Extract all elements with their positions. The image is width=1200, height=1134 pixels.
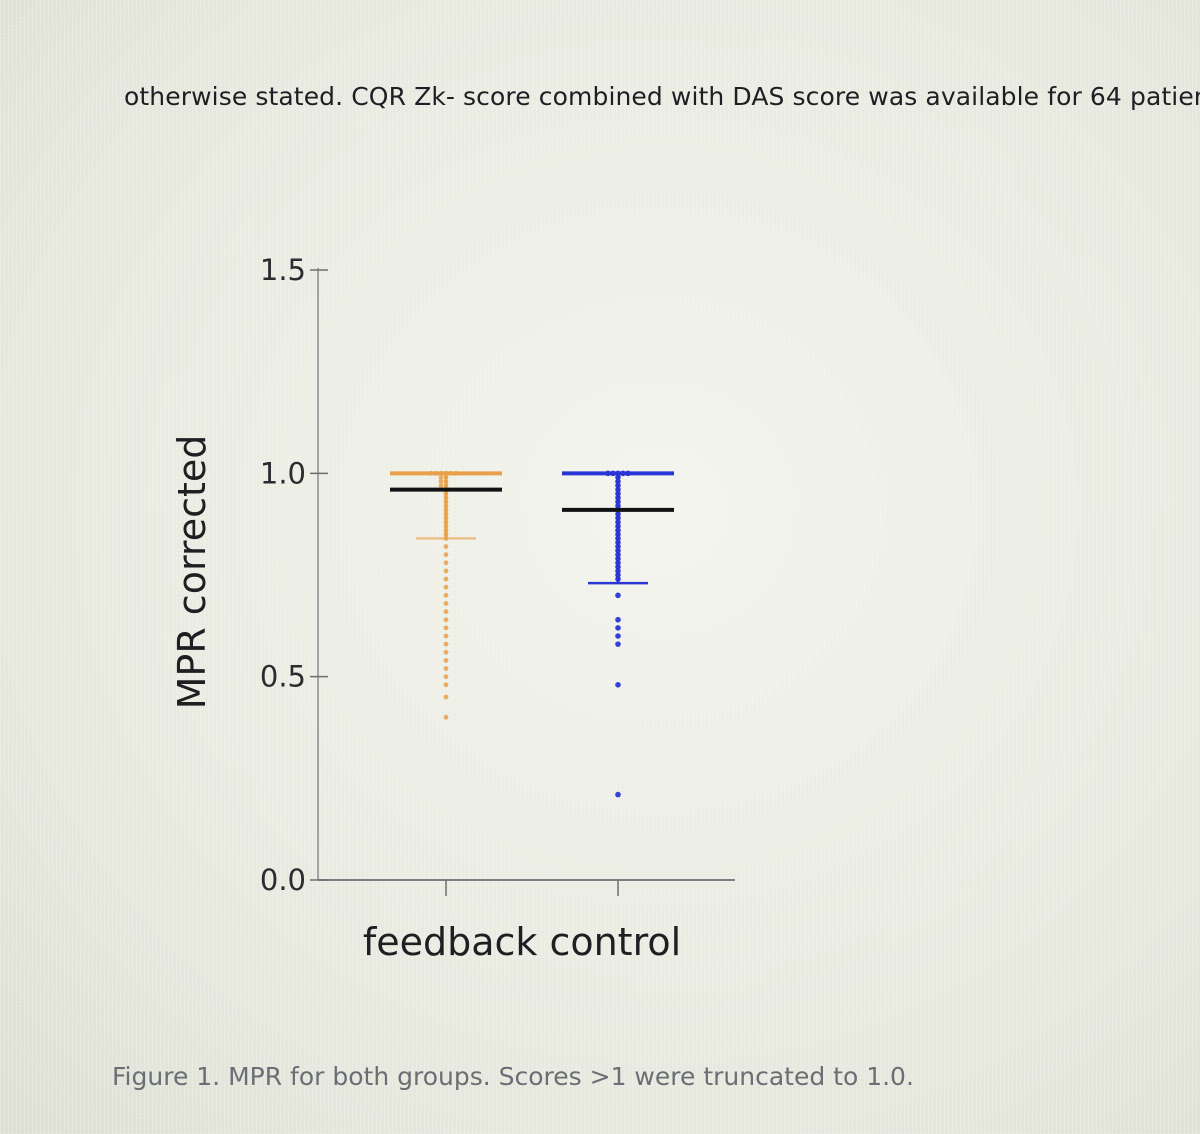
data-point-control bbox=[615, 523, 621, 529]
data-point-control bbox=[615, 682, 621, 688]
data-point-control bbox=[615, 499, 621, 505]
data-point-feedback bbox=[443, 511, 449, 517]
data-point-control bbox=[615, 560, 621, 566]
data-point-feedback bbox=[443, 674, 449, 680]
data-point-feedback bbox=[443, 519, 449, 525]
data-point-feedback bbox=[443, 503, 449, 509]
marks-layer bbox=[390, 470, 674, 798]
figure-caption: Figure 1. MPR for both groups. Scores >1… bbox=[112, 1062, 914, 1091]
data-point-feedback bbox=[443, 633, 449, 639]
series-control bbox=[562, 470, 674, 798]
data-point-control bbox=[615, 539, 621, 546]
data-point-feedback bbox=[433, 470, 439, 476]
data-point-control bbox=[615, 568, 621, 574]
data-point-feedback bbox=[443, 666, 449, 671]
data-point-control bbox=[615, 633, 621, 639]
data-point-feedback bbox=[443, 576, 449, 582]
data-point-feedback bbox=[443, 544, 449, 549]
data-point-control bbox=[615, 555, 621, 562]
data-point-control bbox=[615, 531, 621, 538]
data-point-feedback bbox=[453, 470, 459, 476]
data-point-control bbox=[615, 490, 621, 497]
data-point-feedback bbox=[443, 552, 449, 558]
data-point-feedback bbox=[443, 560, 449, 566]
data-point-control bbox=[615, 572, 621, 578]
data-point-feedback bbox=[428, 470, 434, 476]
data-point-feedback bbox=[443, 609, 449, 614]
data-point-feedback bbox=[438, 483, 444, 488]
data-point-feedback bbox=[443, 483, 449, 488]
data-point-feedback bbox=[443, 682, 449, 688]
data-point-control bbox=[625, 470, 631, 477]
data-point-feedback bbox=[443, 649, 449, 655]
data-point-control bbox=[615, 564, 621, 570]
data-point-control bbox=[615, 470, 621, 477]
y-tick-label: 1.5 bbox=[260, 253, 306, 287]
data-point-feedback bbox=[443, 536, 449, 541]
data-point-control bbox=[615, 482, 621, 489]
data-point-feedback bbox=[443, 470, 449, 476]
data-point-control bbox=[615, 616, 621, 623]
data-point-feedback bbox=[443, 601, 449, 606]
data-point-feedback bbox=[443, 515, 449, 521]
data-point-control bbox=[615, 494, 621, 501]
data-point-feedback bbox=[443, 592, 449, 598]
data-point-feedback bbox=[443, 523, 449, 529]
data-point-feedback bbox=[443, 625, 449, 631]
data-point-control bbox=[615, 576, 621, 582]
y-tick-label: 1.0 bbox=[260, 456, 306, 490]
data-point-feedback bbox=[443, 531, 449, 537]
data-point-feedback bbox=[443, 495, 449, 501]
data-point-control bbox=[615, 547, 621, 554]
data-point-control bbox=[615, 511, 621, 517]
data-point-control bbox=[615, 535, 621, 542]
data-point-feedback bbox=[443, 584, 449, 590]
axes-layer bbox=[310, 268, 735, 896]
data-point-feedback bbox=[443, 694, 449, 700]
data-point-feedback bbox=[443, 507, 449, 513]
data-point-control bbox=[615, 515, 621, 521]
labels-layer: 0.0 0.5 1.0 1.5 MPR corrected feedback contro… bbox=[170, 253, 681, 964]
data-point-control bbox=[615, 625, 621, 631]
y-tick-label: 0.5 bbox=[260, 660, 306, 694]
data-point-control bbox=[615, 519, 621, 525]
document-text-line: otherwise stated. CQR Zk- score combined… bbox=[124, 82, 1200, 111]
data-point-feedback bbox=[443, 568, 449, 574]
data-point-feedback bbox=[448, 470, 454, 476]
y-axis-title: MPR corrected bbox=[170, 435, 214, 710]
data-point-control bbox=[615, 527, 621, 534]
data-point-feedback bbox=[443, 475, 449, 480]
data-point-feedback bbox=[443, 641, 449, 647]
data-point-feedback bbox=[443, 499, 449, 505]
series-feedback bbox=[390, 470, 502, 720]
data-point-feedback bbox=[443, 658, 449, 663]
data-point-feedback bbox=[438, 470, 444, 476]
data-point-control bbox=[615, 486, 621, 493]
data-point-control bbox=[615, 478, 621, 485]
data-point-feedback bbox=[443, 491, 449, 497]
data-point-control bbox=[615, 543, 621, 550]
data-point-control bbox=[615, 551, 621, 558]
data-point-feedback bbox=[443, 479, 449, 484]
data-point-control bbox=[615, 474, 621, 481]
data-point-control bbox=[610, 470, 616, 477]
data-point-control bbox=[615, 592, 621, 599]
data-point-feedback bbox=[443, 714, 449, 720]
data-point-control bbox=[620, 470, 626, 477]
x-axis-title: feedback control bbox=[363, 920, 681, 964]
data-point-feedback bbox=[443, 527, 449, 533]
y-tick-label: 0.0 bbox=[260, 863, 306, 897]
data-point-feedback bbox=[438, 475, 444, 480]
data-point-control bbox=[605, 470, 611, 477]
data-point-control bbox=[615, 503, 621, 509]
data-point-control bbox=[615, 641, 621, 647]
data-point-feedback bbox=[443, 617, 449, 623]
data-point-feedback bbox=[438, 479, 444, 484]
data-point-control bbox=[615, 791, 621, 798]
